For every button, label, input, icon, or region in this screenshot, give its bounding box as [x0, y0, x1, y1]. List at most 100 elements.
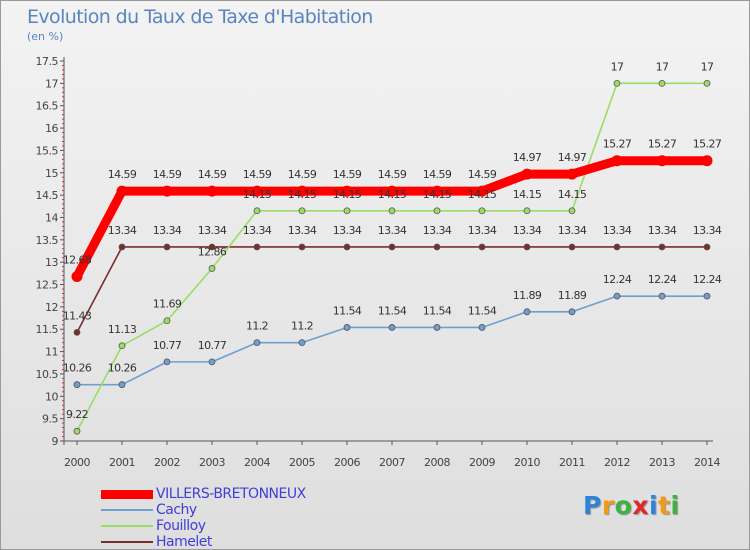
chart-title: Evolution du Taux de Taxe d'Habitation [27, 6, 373, 28]
data-label-cachy: 11.54 [423, 304, 452, 317]
x-tick-label: 2012 [604, 456, 630, 469]
data-point-hamelet [658, 243, 666, 251]
x-tick-label: 2003 [199, 456, 225, 469]
data-label-villers-bretonneux: 14.59 [468, 168, 497, 181]
data-point-fouilloy [613, 79, 621, 87]
y-tick-label: 11 [45, 346, 58, 359]
data-point-fouilloy [343, 207, 351, 215]
data-point-fouilloy [523, 207, 531, 215]
data-label-villers-bretonneux: 14.59 [108, 168, 137, 181]
legend-swatch-cachy [101, 509, 153, 511]
chart-subtitle: (en %) [27, 30, 64, 43]
y-tick-label: 12.5 [36, 279, 59, 292]
data-point-cachy [478, 324, 486, 331]
data-point-cachy [613, 292, 621, 300]
y-tick-label: 15.5 [36, 144, 59, 157]
data-point-cachy [433, 324, 441, 331]
data-point-villers-bretonneux [431, 185, 443, 197]
logo-letter: i [670, 491, 680, 520]
data-label-fouilloy: 17 [611, 60, 624, 73]
x-tick-label: 2013 [649, 456, 675, 469]
y-tick-label: 13 [45, 256, 58, 269]
series-line-fouilloy [76, 82, 708, 432]
data-point-fouilloy [433, 207, 441, 215]
y-tick-label: 15 [45, 167, 58, 180]
data-label-fouilloy: 14.15 [333, 188, 362, 201]
data-label-fouilloy: 11.13 [108, 323, 137, 336]
proxiti-logo: Proxiti [583, 491, 680, 520]
data-label-cachy: 10.77 [198, 339, 227, 352]
data-label-cachy: 12.24 [603, 273, 632, 286]
data-point-cachy [73, 381, 81, 389]
data-label-villers-bretonneux: 14.97 [558, 151, 587, 164]
y-tick-label: 9 [52, 435, 59, 448]
data-label-fouilloy: 12.86 [198, 245, 227, 258]
data-point-cachy [253, 339, 261, 347]
legend-label-hamelet: Hamelet [156, 534, 212, 550]
data-label-hamelet: 13.34 [513, 224, 542, 237]
data-label-hamelet: 13.34 [288, 224, 317, 237]
data-point-fouilloy [73, 427, 81, 435]
data-point-villers-bretonneux [161, 185, 173, 197]
data-label-fouilloy: 14.15 [288, 188, 317, 201]
legend-label-fouilloy: Fouilloy [156, 518, 206, 534]
data-label-hamelet: 13.34 [693, 224, 722, 237]
x-tick-label: 2000 [64, 456, 90, 469]
data-label-fouilloy: 17 [656, 60, 669, 73]
data-label-villers-bretonneux: 14.59 [423, 168, 452, 181]
data-label-hamelet: 13.34 [378, 224, 407, 237]
data-label-fouilloy: 11.69 [153, 298, 182, 311]
y-tick-label: 14.5 [36, 189, 59, 202]
data-point-villers-bretonneux [476, 185, 488, 197]
x-tick-label: 2010 [514, 456, 540, 469]
data-point-fouilloy [658, 79, 666, 87]
data-point-hamelet [568, 243, 576, 251]
data-label-villers-bretonneux: 12.68 [63, 253, 92, 266]
data-label-hamelet: 13.34 [153, 224, 182, 237]
data-label-villers-bretonneux: 15.27 [648, 138, 677, 151]
data-point-fouilloy [208, 265, 216, 272]
data-label-cachy: 11.89 [558, 289, 587, 302]
x-tick-label: 2014 [694, 456, 720, 469]
data-label-fouilloy: 14.15 [513, 188, 542, 201]
data-label-fouilloy: 14.15 [378, 188, 407, 201]
data-label-hamelet: 13.34 [648, 224, 677, 237]
data-label-cachy: 10.26 [108, 362, 137, 375]
data-label-cachy: 11.2 [291, 320, 313, 333]
x-tick-label: 2004 [244, 456, 270, 469]
y-tick-label: 10 [45, 390, 58, 403]
data-label-villers-bretonneux: 14.59 [288, 168, 317, 181]
data-label-cachy: 12.24 [648, 273, 677, 286]
data-point-villers-bretonneux [521, 168, 533, 180]
legend-swatch-hamelet [101, 541, 153, 543]
data-point-cachy [343, 324, 351, 331]
data-point-hamelet [208, 243, 216, 251]
y-tick-label: 13.5 [36, 234, 59, 247]
data-label-cachy: 12.24 [693, 273, 722, 286]
data-label-hamelet: 13.34 [603, 224, 632, 237]
data-point-cachy [208, 358, 216, 366]
y-tick-label: 16 [45, 122, 58, 135]
data-point-hamelet [343, 243, 351, 251]
data-label-cachy: 11.54 [333, 304, 362, 317]
data-point-cachy [388, 324, 396, 331]
data-label-hamelet: 13.34 [108, 224, 137, 237]
data-label-cachy: 10.26 [63, 362, 92, 375]
data-point-fouilloy [163, 317, 171, 325]
data-point-villers-bretonneux [341, 185, 353, 197]
data-point-cachy [298, 339, 306, 347]
data-point-fouilloy [568, 207, 576, 215]
data-label-villers-bretonneux: 14.59 [243, 168, 272, 181]
data-label-villers-bretonneux: 15.27 [603, 138, 632, 151]
x-tick-label: 2007 [379, 456, 405, 469]
data-label-hamelet: 13.34 [333, 224, 362, 237]
data-label-fouilloy: 9.22 [66, 408, 88, 421]
data-label-fouilloy: 17 [701, 60, 714, 73]
y-tick-label: 10.5 [36, 368, 59, 381]
data-label-fouilloy: 14.15 [558, 188, 587, 201]
data-point-villers-bretonneux [296, 185, 308, 197]
legend-swatch-fouilloy [101, 525, 153, 527]
data-label-fouilloy: 14.15 [468, 188, 497, 201]
y-tick-label: 14 [45, 211, 58, 224]
